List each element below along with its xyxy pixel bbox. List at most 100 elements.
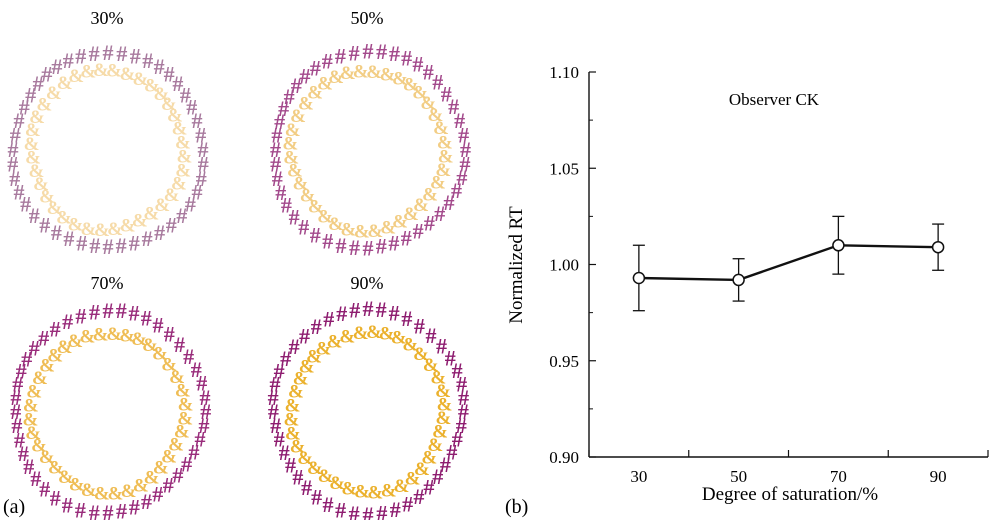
outer-symbol: # [460,151,471,176]
inner-symbol: & [290,436,306,457]
y-tick-label: 1.05 [549,159,579,178]
stimulus-30: 30% ############################# # # # # # # #… [7,8,209,259]
inner-symbol: & [307,83,323,104]
inner-symbol: & [381,481,397,502]
inner-symbol: & [283,410,299,431]
outer-symbol: # [390,497,401,520]
inner-symbol: & [405,469,421,490]
inner-symbol: & [167,106,183,127]
outer-symbol: # [310,55,321,80]
inner-symbol: & [287,161,303,182]
outer-symbol: # [7,152,18,177]
outer-symbol: # [75,497,86,520]
inner-symbol: & [68,66,84,87]
outer-symbol: # [166,212,177,237]
chart-annotation: Observer CK [729,90,820,109]
inner-symbol: & [327,332,343,353]
inner-symbol: & [36,94,52,115]
inner-symbol: & [144,467,160,488]
outer-symbol: # [23,454,34,479]
outer-symbol: # [274,109,285,134]
outer-symbol: # [454,108,465,133]
outer-symbol: # [10,399,21,424]
data-point [931,240,945,254]
inner-symbol: & [107,484,123,505]
outer-symbol: # [440,452,451,477]
outer-symbol: # [89,233,100,258]
inner-symbol: & [169,367,185,388]
inner-symbol: & [297,448,313,469]
inner-symbol: & [423,355,439,376]
outer-symbol: # [349,235,360,260]
outer-symbol: # [180,82,191,107]
x-tick-label: 70 [830,467,847,486]
inner-symbol: & [121,481,137,502]
outer-symbol: # [423,60,434,85]
panel-a-label: (a) [3,496,25,518]
outer-symbol: # [130,44,141,69]
outer-symbol: # [444,190,455,215]
inner-symbol: & [380,218,396,239]
inner-symbol: & [328,67,344,88]
inner-symbol: & [161,94,177,115]
inner-symbol: & [285,395,301,416]
inner-symbol: & [48,458,64,479]
inner-symbol: & [94,220,110,241]
inner-symbol: & [106,61,122,82]
inner-symbol: & [142,335,158,356]
outer-symbol: # [452,358,463,383]
y-tick-label: 1.00 [549,256,579,275]
outer-symbol: # [376,297,387,322]
inner-symbol: & [177,408,193,429]
outer-symbol: # [200,399,211,424]
outer-symbol: # [154,54,165,79]
inner-symbol: & [131,329,147,350]
inner-symbol: & [171,174,187,195]
outer-symbol: # [292,465,303,490]
inner-symbol: & [132,69,148,90]
outer-symbol: # [401,225,412,250]
inner-symbol: & [175,161,191,182]
outer-symbol: # [402,491,413,516]
inner-symbol: & [288,381,304,402]
inner-symbol: & [341,478,357,499]
outer-symbol: # [14,179,25,204]
inner-symbol: & [353,323,369,344]
outer-symbol: # [349,501,360,520]
inner-symbol: & [290,106,306,127]
inner-symbol: & [392,212,408,233]
outer-symbol: # [33,71,44,96]
inner-symbol: & [299,357,315,378]
inner-symbol: & [79,327,95,348]
y-tick-label: 0.95 [549,352,579,371]
inner-symbol: & [23,396,39,417]
ring-70: ############################# # # # # # # # # # # #… [10,298,211,520]
outer-symbol: # [268,385,279,410]
outer-symbol: # [285,453,296,478]
outer-symbol: # [335,498,346,520]
inner-symbol: & [282,134,298,155]
inner-symbol: & [328,214,344,235]
inner-symbol: & [403,75,419,96]
inner-symbol: & [164,185,180,206]
outer-symbol: # [116,498,127,520]
inner-symbol: & [57,337,73,358]
panel-b-chart: (b) Observer CK Normalized RT Degree of … [505,63,989,518]
data-point [732,273,745,287]
inner-symbol: & [178,395,194,416]
outer-symbol: # [199,413,210,438]
outer-symbol: # [456,372,467,397]
inner-symbol: & [293,174,309,195]
outer-symbol: # [10,122,21,147]
inner-symbol: & [144,76,160,97]
outer-symbol: # [14,108,25,133]
chart-series [632,215,945,312]
outer-symbol: # [142,48,153,73]
inner-symbol: & [175,132,191,153]
inner-symbol: & [298,94,314,115]
stimulus-90: 90% ############################ # # # # # # # #… [268,273,470,520]
inner-symbol: & [25,120,41,141]
stimulus-70: 70% ############################# # # # # # # #… [10,273,211,520]
outer-symbol: # [451,178,462,203]
